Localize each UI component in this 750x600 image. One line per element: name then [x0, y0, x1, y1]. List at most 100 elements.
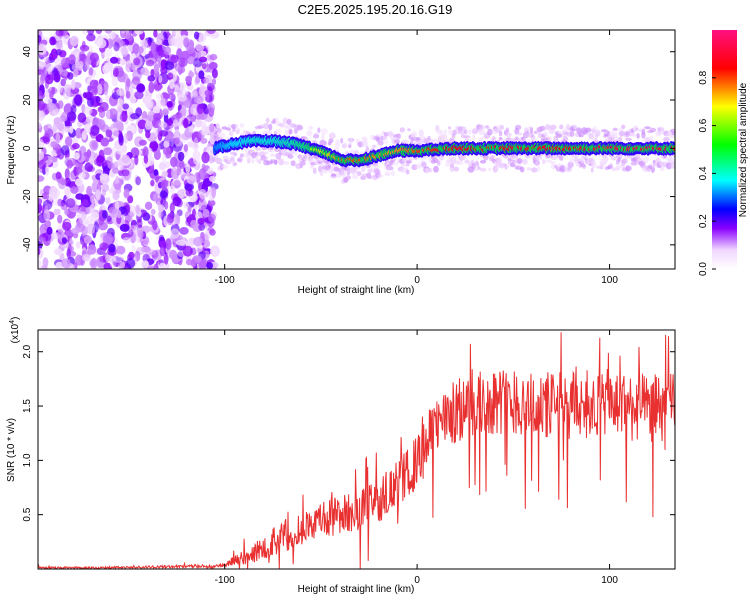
halo-mark: [621, 124, 626, 129]
halo-mark: [436, 129, 444, 135]
noise-mark: [86, 33, 96, 42]
halo-mark: [592, 125, 598, 131]
halo-mark: [452, 129, 458, 136]
noise-mark: [176, 239, 186, 246]
noise-mark: [101, 183, 110, 192]
noise-mark: [89, 203, 96, 214]
noise-mark: [212, 248, 218, 256]
halo-mark: [590, 167, 594, 173]
halo-mark: [269, 153, 277, 157]
noise-mark: [75, 193, 84, 200]
noise-mark: [209, 123, 215, 132]
noise-mark: [119, 58, 126, 66]
noise-mark: [49, 90, 54, 100]
colorbar: 0.0 0.2 0.4 0.6 0.8 Normalized spectral ampl…: [698, 30, 749, 276]
noise-mark: [193, 95, 204, 105]
noise-mark: [189, 157, 195, 166]
noise-mark: [67, 72, 74, 80]
noise-mark: [110, 127, 119, 140]
noise-mark: [119, 113, 128, 122]
halo-mark: [433, 165, 439, 173]
noise-mark: [128, 229, 134, 238]
halo-mark: [603, 155, 609, 163]
y-tick-label: -20: [22, 189, 33, 204]
halo-mark: [418, 129, 424, 137]
noise-mark: [53, 248, 63, 256]
halo-mark: [569, 157, 575, 164]
halo-mark: [515, 124, 522, 130]
noise-mark: [198, 56, 208, 63]
halo-mark: [275, 129, 282, 134]
noise-mark: [66, 159, 73, 169]
halo-mark: [663, 136, 670, 142]
noise-mark: [145, 59, 155, 67]
halo-mark: [503, 154, 509, 159]
halo-mark: [317, 127, 321, 133]
halo-mark: [617, 157, 621, 163]
halo-mark: [263, 123, 270, 130]
halo-mark: [480, 160, 487, 164]
noise-mark: [68, 172, 75, 181]
noise-mark: [55, 49, 63, 56]
noise-mark: [55, 132, 61, 144]
halo-mark: [450, 162, 455, 168]
halo-mark: [349, 137, 353, 145]
halo-mark: [621, 158, 628, 164]
noise-mark: [114, 200, 120, 211]
noise-mark: [81, 130, 87, 141]
halo-mark: [374, 164, 380, 170]
noise-mark: [57, 229, 65, 242]
noise-mark: [174, 36, 183, 47]
spectrogram-y-label: Frequency (Hz): [6, 116, 17, 185]
halo-mark: [611, 167, 617, 172]
halo-mark: [233, 162, 238, 166]
noise-mark: [175, 81, 184, 93]
noise-mark: [165, 238, 172, 250]
noise-mark: [70, 227, 81, 234]
halo-mark: [377, 174, 384, 178]
halo-mark: [400, 163, 407, 167]
halo-mark: [346, 170, 351, 176]
halo-mark: [457, 160, 464, 165]
halo-mark: [550, 163, 556, 170]
noise-mark: [105, 253, 113, 263]
noise-mark: [144, 120, 153, 130]
halo-mark: [618, 130, 626, 137]
noise-mark: [66, 248, 71, 259]
halo-mark: [389, 166, 394, 171]
noise-mark: [88, 67, 94, 76]
noise-mark: [99, 101, 109, 112]
halo-mark: [494, 167, 499, 172]
halo-mark: [371, 144, 377, 150]
noise-mark: [202, 208, 210, 218]
halo-mark: [344, 142, 348, 149]
halo-mark: [641, 131, 646, 139]
snr-y-multiplier: (x104): [9, 317, 21, 344]
noise-mark: [167, 212, 173, 221]
halo-mark: [550, 161, 556, 165]
snr-y-label: SNR (10 * v/v): [6, 418, 17, 482]
y-tick-label: -40: [22, 237, 33, 252]
noise-mark: [93, 178, 98, 186]
halo-mark: [297, 124, 303, 130]
halo-mark: [390, 170, 395, 177]
halo-mark: [384, 171, 391, 177]
noise-mark: [87, 244, 97, 255]
noise-mark: [136, 218, 143, 229]
noise-mark: [87, 85, 92, 92]
halo-mark: [282, 117, 288, 125]
halo-mark: [287, 154, 294, 159]
halo-mark: [361, 136, 368, 143]
halo-mark: [530, 127, 534, 134]
noise-mark: [115, 245, 122, 255]
noise-mark: [103, 147, 113, 156]
noise-mark: [86, 115, 94, 124]
noise-mark: [207, 200, 216, 207]
noise-mark: [104, 232, 114, 245]
noise-mark: [72, 97, 77, 109]
halo-mark: [375, 169, 381, 175]
halo-mark: [516, 132, 523, 136]
halo-mark: [544, 133, 549, 139]
halo-mark: [356, 171, 362, 176]
noise-mark: [130, 113, 140, 120]
